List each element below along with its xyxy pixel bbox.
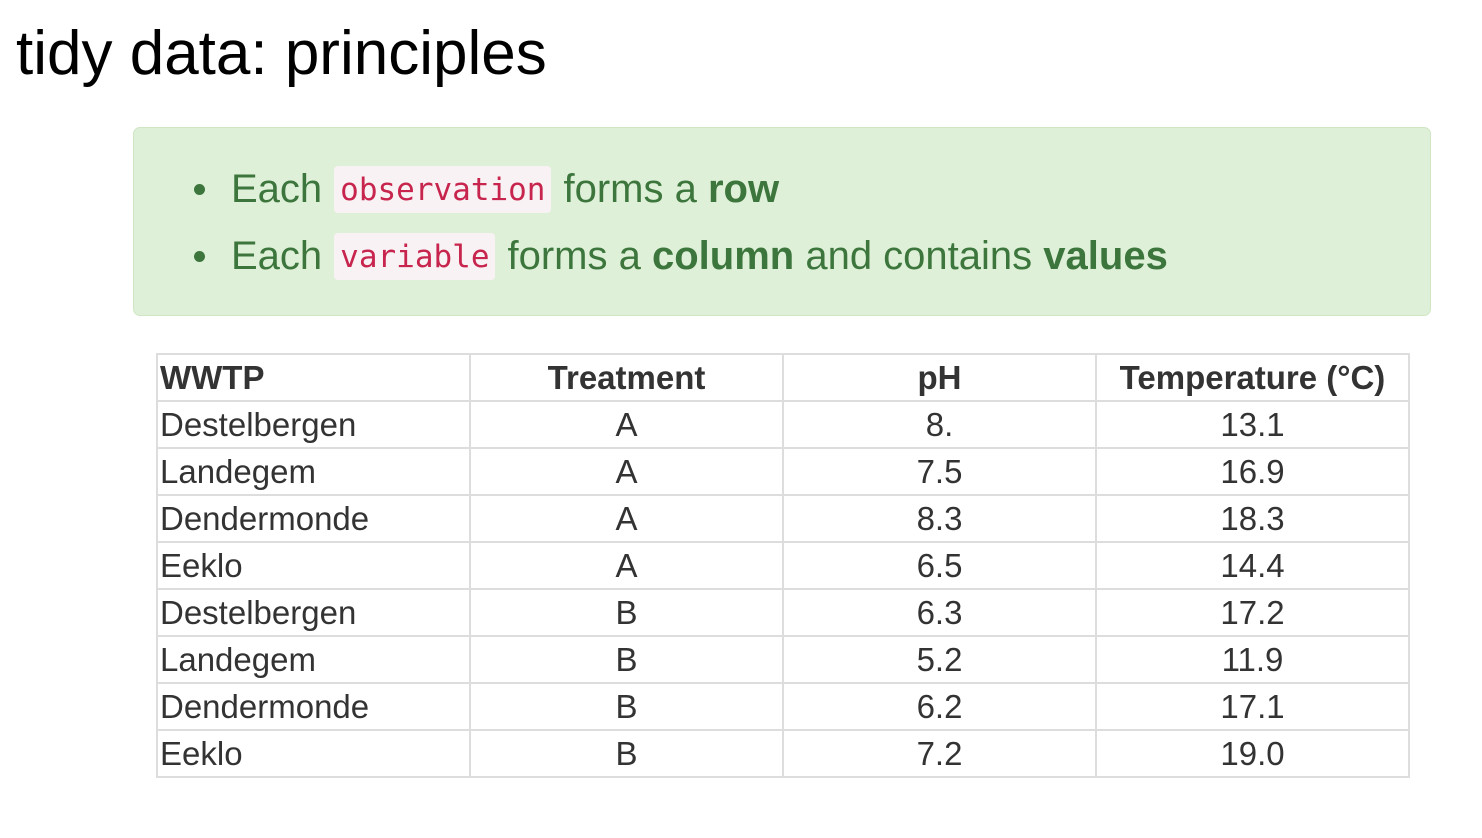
table-header-row: WWTP Treatment pH Temperature (°C) [156,353,1410,402]
cell-ph: 7.2 [782,729,1097,778]
table-row: Eeklo A 6.5 14.4 [156,541,1410,590]
cell-ph: 6.3 [782,588,1097,637]
column-header-temperature: Temperature (°C) [1095,353,1410,402]
column-header-wwtp: WWTP [156,353,471,402]
cell-treatment: A [469,400,784,449]
table-row: Eeklo B 7.2 19.0 [156,729,1410,778]
principle-middle: forms a [563,166,697,211]
principles-callout: Each observation forms a row Each variab… [133,127,1431,316]
table-row: Destelbergen A 8. 13.1 [156,400,1410,449]
cell-ph: 6.5 [782,541,1097,590]
cell-ph: 6.2 [782,682,1097,731]
cell-wwtp: Eeklo [156,729,471,778]
principle-middle-2: and contains [805,233,1033,278]
cell-treatment: A [469,447,784,496]
cell-temperature: 13.1 [1095,400,1410,449]
cell-ph: 5.2 [782,635,1097,684]
cell-temperature: 19.0 [1095,729,1410,778]
column-header-ph: pH [782,353,1097,402]
cell-treatment: B [469,588,784,637]
table-row: Dendermonde A 8.3 18.3 [156,494,1410,543]
cell-ph: 8. [782,400,1097,449]
bullet-icon [194,250,205,262]
cell-treatment: B [469,635,784,684]
cell-temperature: 14.4 [1095,541,1410,590]
wwtp-data-table: WWTP Treatment pH Temperature (°C) Deste… [156,353,1410,778]
column-header-treatment: Treatment [469,353,784,402]
principle-keyword-row: row [707,166,780,211]
table-row: Landegem B 5.2 11.9 [156,635,1410,684]
cell-wwtp: Destelbergen [156,588,471,637]
principle-middle: forms a [507,233,641,278]
cell-treatment: B [469,682,784,731]
bullet-icon [194,183,205,195]
cell-temperature: 11.9 [1095,635,1410,684]
slide-title: tidy data: principles [16,19,547,88]
cell-wwtp: Landegem [156,447,471,496]
cell-wwtp: Destelbergen [156,400,471,449]
principle-prefix: Each [231,166,323,211]
code-term-observation: observation [334,165,552,213]
cell-treatment: A [469,494,784,543]
cell-ph: 7.5 [782,447,1097,496]
code-term-variable: variable [334,232,496,280]
table-row: Destelbergen B 6.3 17.2 [156,588,1410,637]
cell-ph: 8.3 [782,494,1097,543]
principle-item-observation: Each observation forms a row [194,161,779,217]
principle-keyword-values: values [1043,233,1168,278]
cell-wwtp: Dendermonde [156,682,471,731]
cell-temperature: 16.9 [1095,447,1410,496]
cell-treatment: A [469,541,784,590]
principle-keyword-column: column [651,233,795,278]
cell-temperature: 17.2 [1095,588,1410,637]
cell-wwtp: Eeklo [156,541,471,590]
cell-temperature: 17.1 [1095,682,1410,731]
table-row: Landegem A 7.5 16.9 [156,447,1410,496]
principle-prefix: Each [231,233,323,278]
cell-treatment: B [469,729,784,778]
table-row: Dendermonde B 6.2 17.1 [156,682,1410,731]
cell-wwtp: Dendermonde [156,494,471,543]
cell-wwtp: Landegem [156,635,471,684]
cell-temperature: 18.3 [1095,494,1410,543]
principle-item-variable: Each variable forms a column and contain… [194,228,1168,284]
